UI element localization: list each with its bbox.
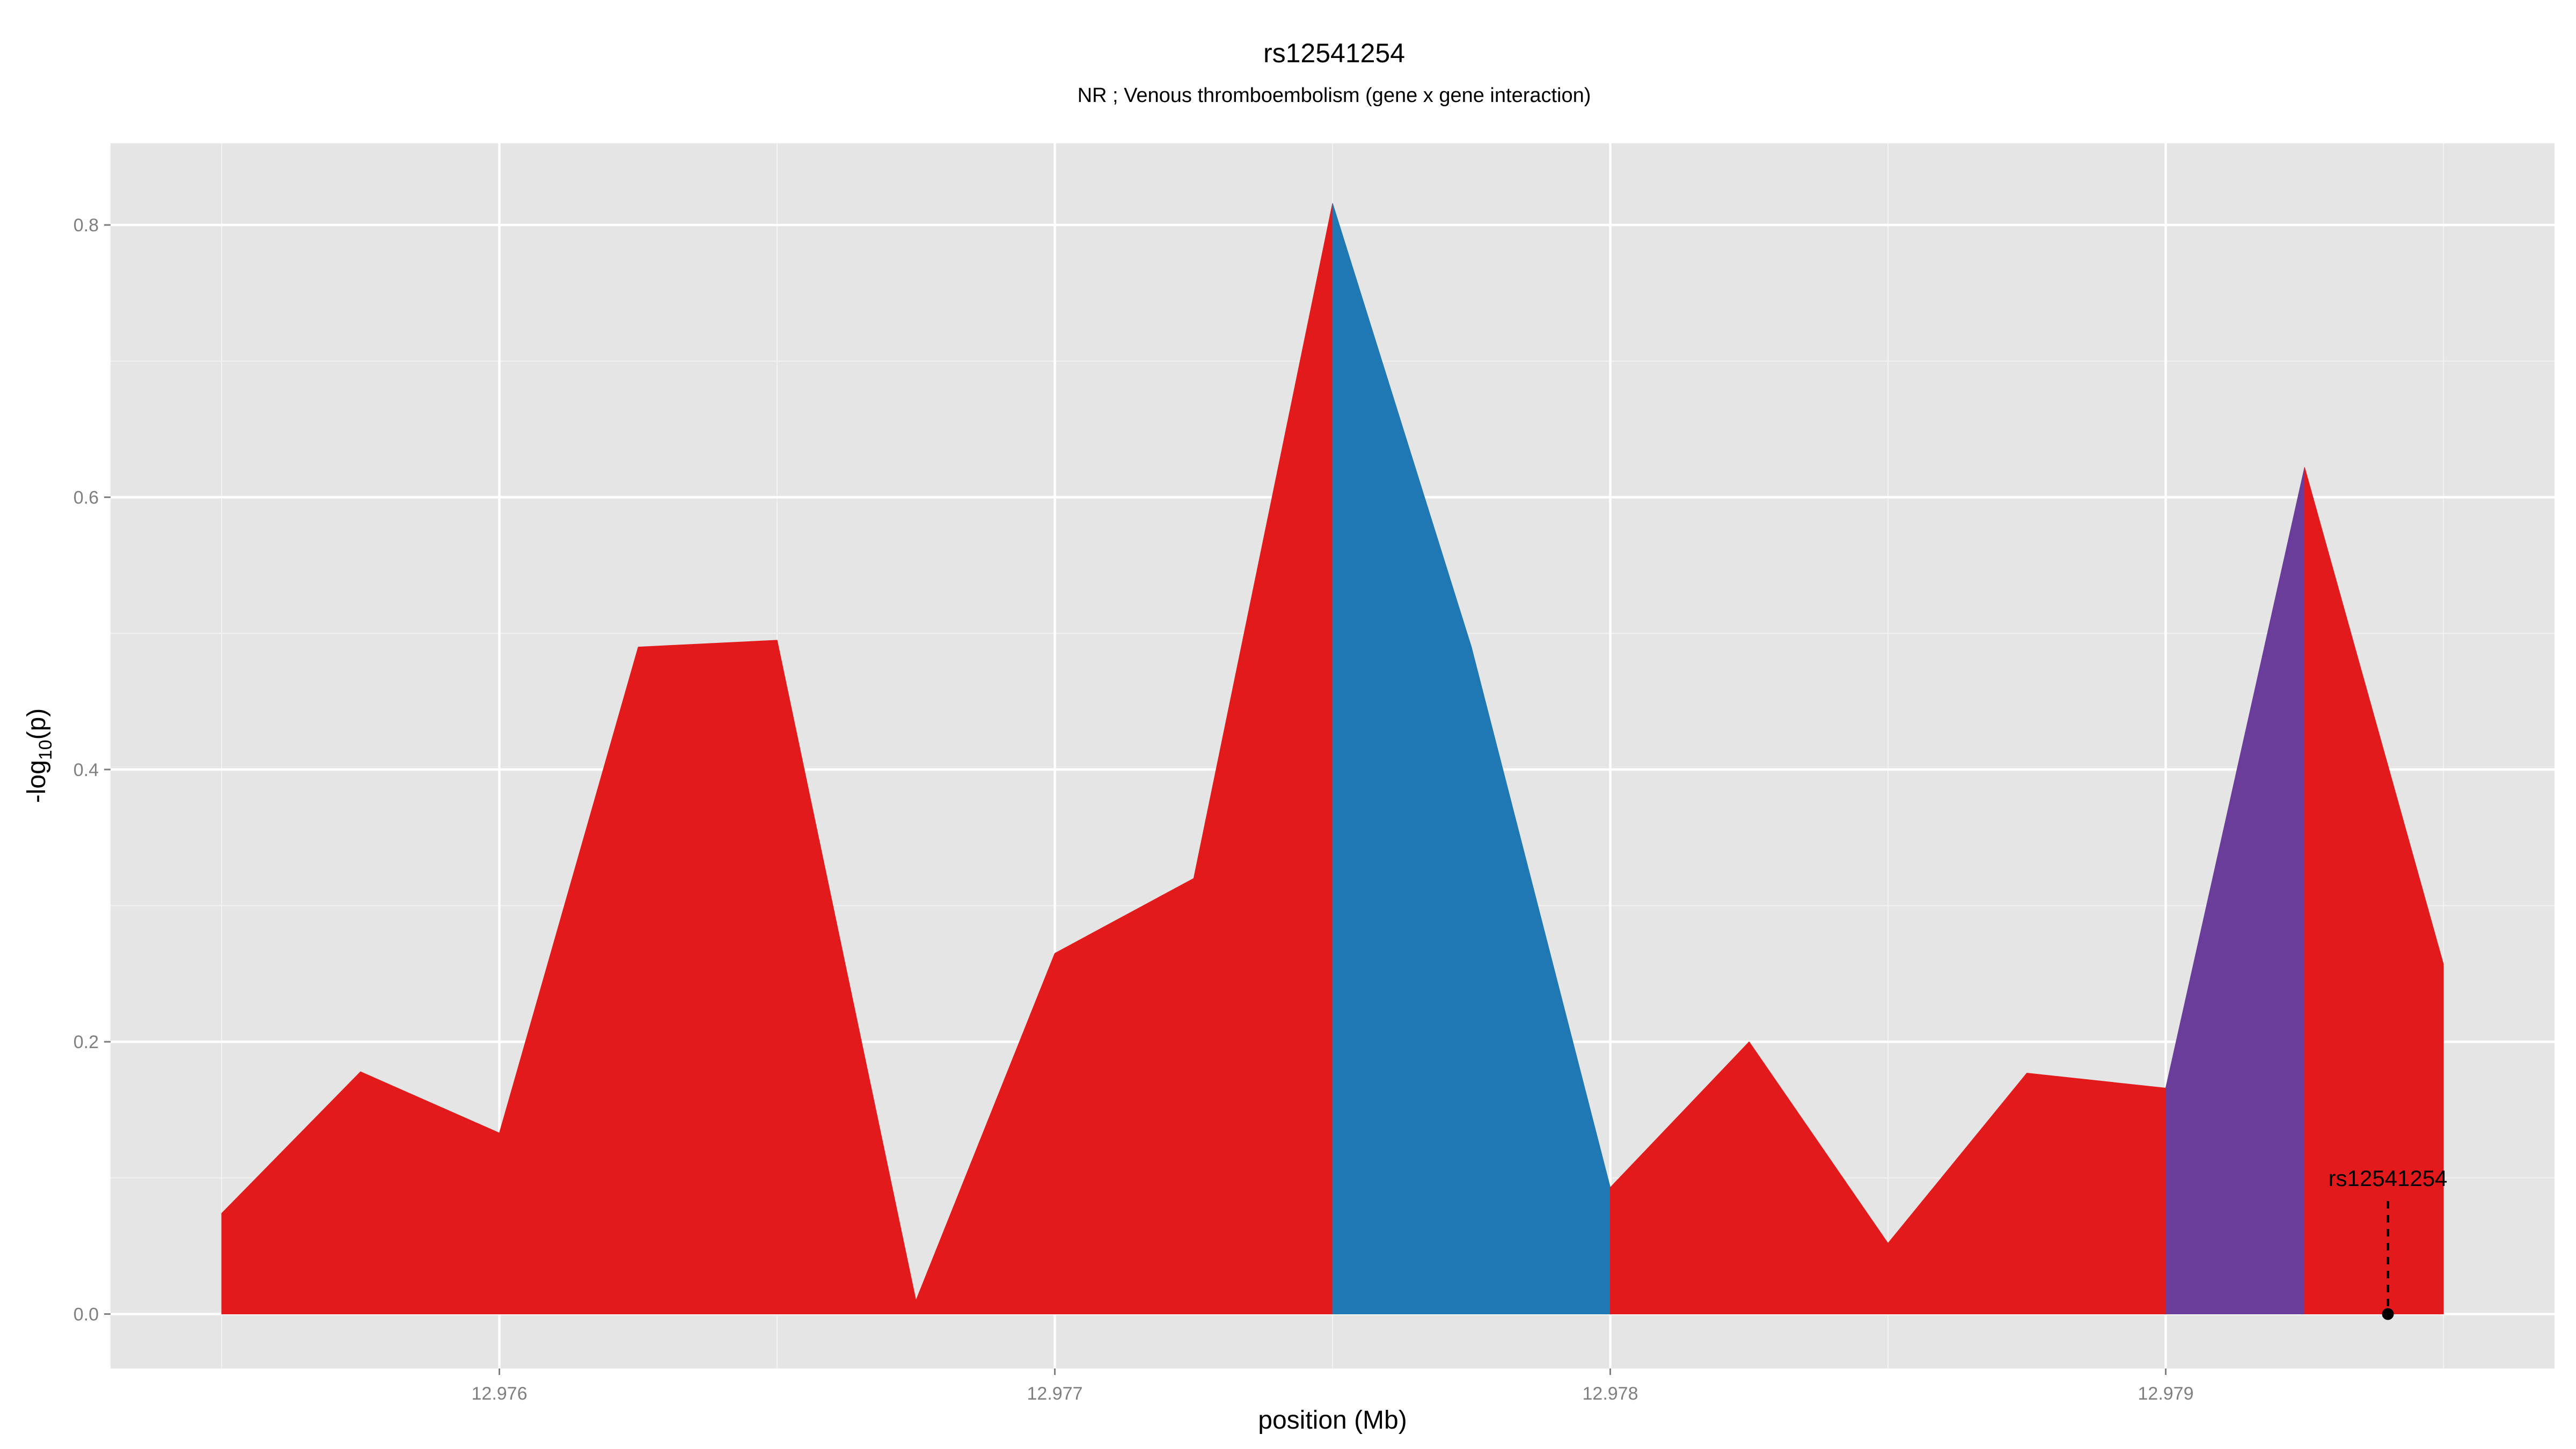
chart-title: rs12541254 xyxy=(1263,38,1405,68)
annotation-point xyxy=(2382,1308,2394,1320)
annotation-label: rs12541254 xyxy=(2329,1166,2448,1191)
y-tick-label: 0.0 xyxy=(74,1305,99,1325)
annotation-layer: rs12541254 xyxy=(2329,1166,2448,1320)
y-axis-label: -log10(p) xyxy=(23,708,56,803)
y-tick-label: 0.2 xyxy=(74,1032,99,1052)
x-tick-label: 12.979 xyxy=(2138,1384,2194,1404)
y-axis-label-main: -log xyxy=(23,760,51,803)
area-layer xyxy=(221,203,2444,1315)
area-segment xyxy=(2304,467,2444,1315)
x-tick-label: 12.978 xyxy=(1583,1384,1638,1404)
x-axis-ticks: 12.976 12.977 12.978 12.979 xyxy=(472,1368,2194,1404)
x-tick-label: 12.976 xyxy=(472,1384,528,1404)
y-axis-label-tail: (p) xyxy=(23,708,51,740)
area-segment xyxy=(1332,203,1611,1315)
y-axis-label-subscript: 10 xyxy=(35,740,56,760)
y-tick-label: 0.6 xyxy=(74,488,99,508)
x-axis-label: position (Mb) xyxy=(1258,1406,1407,1435)
y-tick-label: 0.4 xyxy=(74,760,99,780)
y-axis-ticks: 0.0 0.2 0.4 0.6 0.8 xyxy=(74,215,111,1325)
x-tick-label: 12.977 xyxy=(1027,1384,1083,1404)
y-tick-label: 0.8 xyxy=(74,215,99,236)
chart-subtitle: NR ; Venous thromboembolism (gene x gene… xyxy=(1078,84,1591,107)
